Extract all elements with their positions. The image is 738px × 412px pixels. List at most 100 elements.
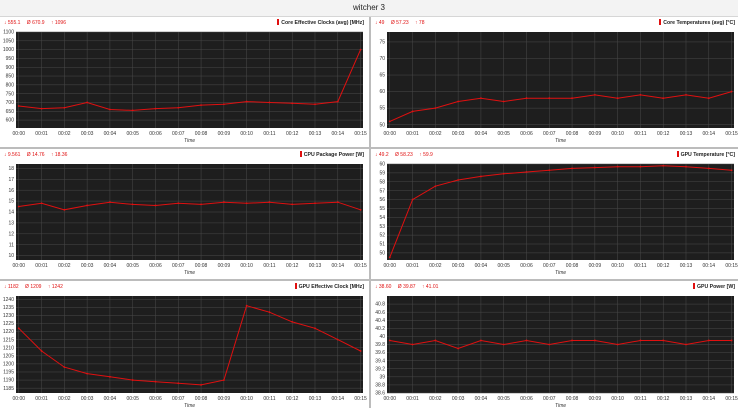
panel-gpu-clock: ↓ 1182 Ø 1209 ↑ 1242 GPU Effective Clock…: [0, 281, 369, 412]
x-tick-label: 00:13: [680, 396, 693, 402]
chart-svg: 38.6 38.8 39 39.2 39.4 39.6 39.8 40 40.2 40.4 40.6…: [375, 296, 738, 409]
x-tick-label: 00:08: [566, 131, 579, 137]
data-point: [154, 380, 157, 383]
x-tick-label: 00:01: [35, 263, 48, 269]
series-line: [389, 91, 732, 122]
y-tick-label: 40: [379, 334, 385, 340]
data-point: [525, 339, 528, 342]
data-point: [616, 343, 619, 346]
plot-background: [387, 164, 734, 260]
data-point: [17, 205, 20, 208]
y-tick-label: 60: [379, 162, 385, 168]
plot-area[interactable]: 50 55 60 65 70 75 00:00 00:01 00:02 00:03 00:04 00:…: [371, 29, 738, 147]
chart-svg: 10 11 12 13 14 15 16 17 18 00:00 00:01 00:02 00:03 00…: [8, 164, 367, 276]
data-point: [525, 97, 528, 100]
x-tick-label: 00:09: [589, 263, 602, 269]
plot-background: [16, 32, 363, 128]
x-tick-label: 00:04: [104, 131, 117, 137]
plot-background: [16, 296, 363, 393]
series-swatch: [277, 19, 280, 25]
y-tick-label: 1210: [3, 345, 14, 351]
data-point: [548, 343, 551, 346]
x-tick-label: 00:11: [263, 396, 275, 402]
data-point: [593, 339, 596, 342]
y-tick-label: 1195: [3, 370, 14, 376]
y-tick-label: 850: [6, 74, 15, 80]
x-tick-label: 00:13: [309, 263, 322, 269]
x-tick-label: 00:02: [58, 396, 71, 402]
stat-max: ↑ 78: [415, 20, 425, 26]
y-tick-label: 40.6: [375, 310, 385, 316]
data-point: [685, 93, 687, 96]
y-tick-label: 40.8: [375, 302, 385, 308]
data-point: [359, 48, 362, 51]
x-tick-label: 00:03: [452, 131, 465, 137]
x-tick-label: 00:09: [218, 263, 231, 269]
y-tick-label: 38.6: [375, 391, 385, 397]
x-axis-label: Time: [184, 270, 195, 276]
data-point: [359, 208, 362, 211]
data-point: [434, 107, 437, 110]
data-point: [502, 172, 505, 175]
panel-header: ↓ 1182 Ø 1209 ↑ 1242 GPU Effective Clock…: [0, 281, 369, 293]
y-tick-label: 1235: [3, 305, 14, 311]
x-tick-label: 00:14: [332, 263, 345, 269]
stat-max: ↑ 41.01: [421, 284, 439, 290]
plot-area[interactable]: 1185 1190 1195 1200 1205 1210 1215 1220 1225 1230…: [0, 293, 369, 412]
data-point: [685, 343, 687, 346]
y-tick-label: 56: [379, 197, 385, 203]
y-tick-label: 70: [379, 56, 385, 62]
x-tick-label: 00:10: [611, 263, 624, 269]
y-tick-label: 38.8: [375, 383, 385, 389]
data-point: [525, 171, 528, 173]
plot-area[interactable]: 50 51 52 53 54 55 56 57 58 59 60 00:00 00:01 00:02 00:…: [371, 161, 738, 279]
x-tick-label: 00:04: [104, 263, 117, 269]
y-tick-label: 1230: [3, 313, 14, 319]
chart-title-text: CPU Package Power [W]: [303, 152, 364, 158]
x-tick-label: 00:07: [172, 131, 185, 137]
y-tick-label: 65: [379, 73, 385, 79]
y-tick-label: 18: [8, 166, 14, 172]
data-point: [86, 372, 89, 375]
data-point: [593, 166, 596, 169]
plot-area[interactable]: 10 11 12 13 14 15 16 17 18 00:00 00:01 00:02 00:03 00…: [0, 161, 369, 279]
data-point: [222, 201, 225, 204]
y-tick-label: 60: [379, 89, 385, 95]
x-tick-label: 00:08: [566, 263, 579, 269]
plot-area[interactable]: 38.6 38.8 39 39.2 39.4 39.6 39.8 40 40.2 40.4 40.6…: [371, 293, 738, 412]
data-point: [291, 320, 294, 323]
data-point: [434, 339, 437, 342]
y-tick-label: 1190: [3, 378, 14, 384]
stat-min: ↓ 555.1: [4, 20, 21, 26]
plot-area[interactable]: 600 650 700 750 800 850 900 950 1000 1050 1100 00:0…: [0, 29, 369, 147]
stat-avg: Ø 58.23: [395, 152, 413, 158]
x-tick-label: 00:00: [384, 263, 397, 269]
x-axis-label: Time: [555, 270, 566, 276]
stats: ↓ 49.2 Ø 58.23 ↑ 59.9: [375, 152, 438, 158]
x-tick-label: 00:00: [13, 131, 26, 137]
chart-svg: 600 650 700 750 800 850 900 950 1000 1050 1100 00:0…: [3, 30, 367, 144]
x-tick-label: 00:06: [149, 263, 162, 269]
y-tick-label: 53: [379, 224, 385, 230]
series-swatch: [659, 19, 662, 25]
stat-max: ↑ 59.9: [419, 152, 433, 158]
data-point: [434, 185, 437, 188]
chart-title: Core Effective Clocks (avg) [MHz]: [277, 19, 364, 26]
y-tick-label: 39: [379, 374, 385, 380]
stat-min: ↓ 38.60: [375, 284, 392, 290]
x-tick-label: 00:15: [354, 131, 367, 137]
y-tick-label: 10: [8, 253, 14, 259]
chart-title-text: Core Effective Clocks (avg) [MHz]: [281, 20, 364, 26]
chart-svg: 1185 1190 1195 1200 1205 1210 1215 1220 1225 1230…: [3, 296, 367, 409]
window-title: witcher 3: [0, 0, 738, 17]
x-tick-label: 00:07: [172, 263, 185, 269]
y-tick-label: 51: [379, 242, 385, 248]
data-point: [17, 327, 20, 330]
data-point: [291, 102, 294, 105]
data-point: [314, 327, 316, 330]
x-tick-label: 00:15: [725, 131, 738, 137]
x-tick-label: 00:07: [543, 131, 556, 137]
stats: ↓ 9.561 Ø 14.76 ↑ 18.36: [4, 152, 72, 158]
chart-svg: 50 55 60 65 70 75 00:00 00:01 00:02 00:03 00:04 00:…: [379, 32, 738, 144]
data-point: [571, 167, 573, 170]
